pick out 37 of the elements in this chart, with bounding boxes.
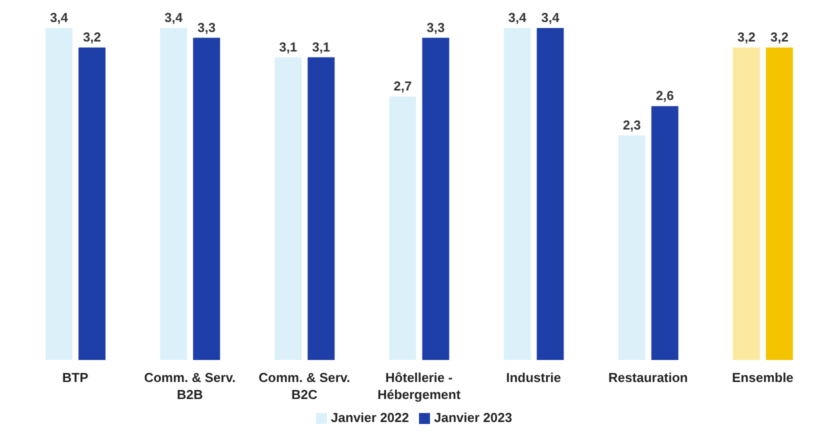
data-label: 3,4 xyxy=(50,10,69,25)
x-tick-label: Industrie xyxy=(506,370,562,385)
legend-label: Janvier 2022 xyxy=(330,410,409,425)
bar xyxy=(766,48,793,360)
data-label: 2,3 xyxy=(622,117,641,132)
bar xyxy=(422,38,450,360)
bar xyxy=(193,38,220,360)
data-label: 3,4 xyxy=(541,10,560,25)
bar xyxy=(308,57,335,360)
data-label: 3,3 xyxy=(198,20,216,35)
data-label: 3,4 xyxy=(164,10,184,25)
legend-label: Janvier 2023 xyxy=(434,410,512,425)
x-tick-label: Ensemble xyxy=(732,370,794,385)
bar xyxy=(160,28,188,360)
data-label: 2,7 xyxy=(394,78,412,94)
bar xyxy=(536,28,564,360)
x-tick-label: Comm. & Serv. B2C xyxy=(258,370,350,402)
data-label: 3,2 xyxy=(82,30,102,45)
data-label: 3,3 xyxy=(426,20,445,35)
bar xyxy=(732,48,760,360)
bar xyxy=(504,28,531,360)
x-tick-label: BTP xyxy=(62,370,89,385)
bar xyxy=(389,96,416,360)
data-label: 2,6 xyxy=(656,88,674,104)
data-label: 3,2 xyxy=(770,30,788,45)
bar xyxy=(274,57,302,360)
bar xyxy=(651,106,678,360)
x-tick-label: Restauration xyxy=(608,370,688,385)
bar xyxy=(45,28,72,360)
x-tick-label: Comm. & Serv. B2B xyxy=(144,370,236,402)
bar xyxy=(618,135,646,360)
data-label: 3,1 xyxy=(279,39,298,54)
x-tick-label: Hôtellerie - Hébergement xyxy=(377,370,462,402)
data-label: 3,2 xyxy=(737,30,756,45)
data-label: 3,4 xyxy=(508,10,528,25)
data-label: 3,1 xyxy=(312,39,330,54)
bar xyxy=(78,48,106,360)
